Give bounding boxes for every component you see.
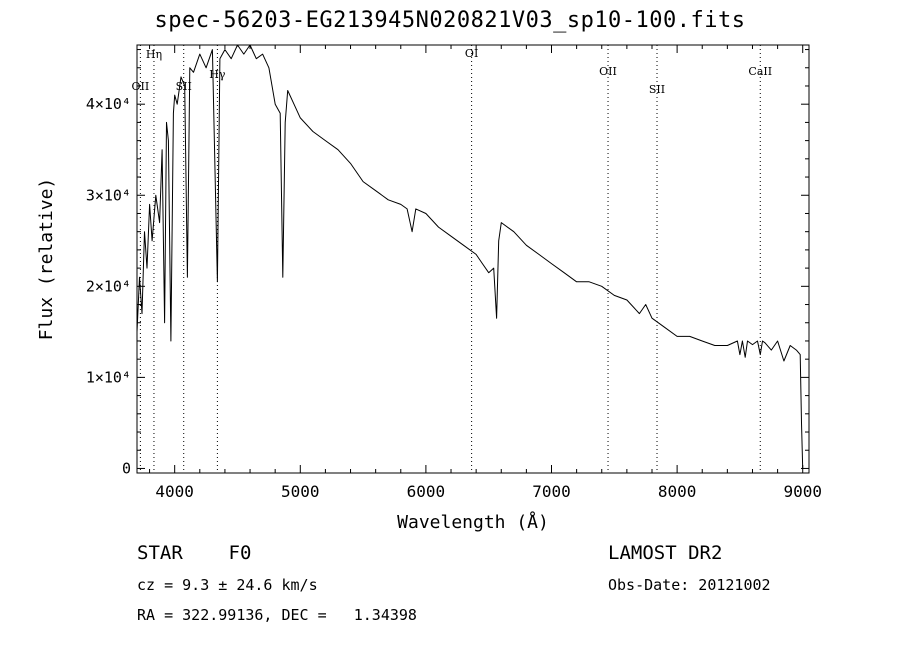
survey-name: LAMOST DR2 — [608, 542, 723, 564]
observation-date: Obs-Date: 20121002 — [608, 576, 771, 594]
x-tick-label: 6000 — [407, 482, 446, 501]
y-tick-label: 4×10⁴ — [86, 95, 131, 113]
x-tick-label: 4000 — [155, 482, 194, 501]
y-tick-label: 3×10⁴ — [86, 186, 131, 204]
line-mark-label: OI — [465, 47, 478, 60]
line-mark-label: OII — [132, 80, 150, 93]
y-tick-label: 1×10⁴ — [86, 368, 131, 386]
line-mark-label: Hγ — [209, 68, 226, 81]
y-tick-label: 2×10⁴ — [86, 277, 131, 295]
x-axis-label: Wavelength (Å) — [397, 511, 549, 533]
spectrum-line — [136, 44, 804, 469]
y-tick-label: 0 — [122, 459, 131, 477]
plot-frame — [136, 44, 810, 474]
line-mark-label: Hη — [146, 48, 162, 61]
coordinates: RA = 322.99136, DEC = 1.34398 — [137, 606, 417, 624]
y-axis-label: Flux (relative) — [36, 178, 57, 341]
line-mark-label: SII — [649, 83, 665, 96]
x-tick-label: 8000 — [658, 482, 697, 501]
line-mark-label: CaII — [748, 65, 772, 78]
x-tick-label: 5000 — [281, 482, 320, 501]
line-mark-label: OII — [599, 65, 617, 78]
line-mark-label: SII — [176, 80, 192, 93]
object-class: STAR F0 — [137, 542, 252, 564]
redshift-velocity: cz = 9.3 ± 24.6 km/s — [137, 576, 318, 594]
chart-title: spec-56203-EG213945N020821V03_sp10-100.f… — [154, 8, 746, 33]
x-tick-label: 9000 — [783, 482, 822, 501]
x-tick-label: 7000 — [532, 482, 571, 501]
